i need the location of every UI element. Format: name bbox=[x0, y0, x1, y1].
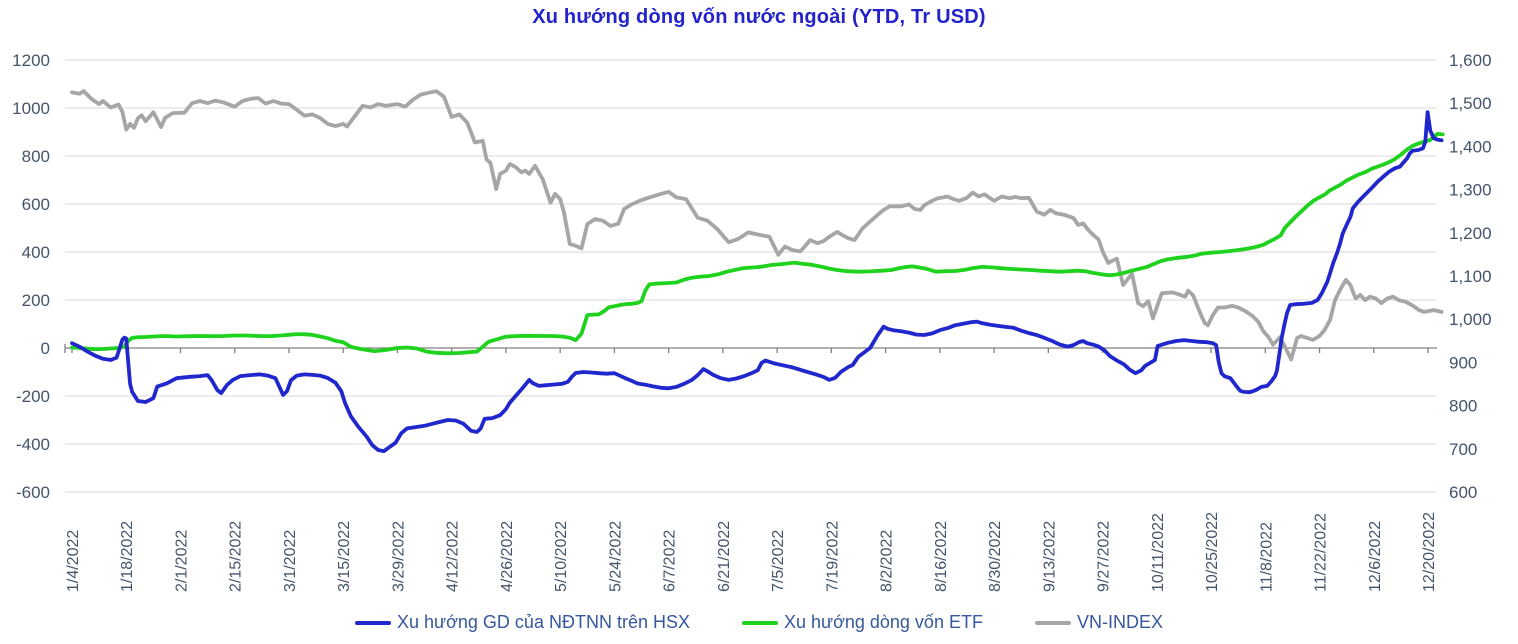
x-axis-date-label: 2/15/2022 bbox=[228, 521, 245, 592]
y-axis-label-right: 1,400 bbox=[1449, 137, 1492, 156]
y-axis-label-left: -600 bbox=[16, 483, 50, 502]
y-axis-label-left: 1200 bbox=[12, 51, 50, 70]
x-axis-date-label: 12/6/2022 bbox=[1367, 521, 1384, 592]
legend-item-0: Xu hướng GD của NĐTNN trên HSX bbox=[355, 612, 690, 633]
series-line-2 bbox=[70, 89, 1444, 362]
x-axis-date-label: 10/11/2022 bbox=[1150, 513, 1167, 592]
y-axis-label-left: -400 bbox=[16, 435, 50, 454]
x-axis-date-label: 6/21/2022 bbox=[716, 521, 733, 592]
x-axis-date-label: 11/8/2022 bbox=[1258, 522, 1275, 592]
y-axis-label-right: 1,000 bbox=[1449, 310, 1492, 329]
x-axis-date-label: 9/27/2022 bbox=[1096, 521, 1113, 592]
chart-title: Xu hướng dòng vốn nước ngoài (YTD, Tr US… bbox=[532, 6, 986, 28]
y-axis-label-right: 1,200 bbox=[1449, 224, 1492, 243]
legend-item-1: Xu hướng dòng vốn ETF bbox=[741, 612, 983, 633]
y-axis-label-right: 900 bbox=[1449, 353, 1477, 372]
y-axis-label-left: 400 bbox=[22, 243, 50, 262]
y-axis-label-left: 1000 bbox=[12, 99, 50, 118]
legend-line-swatch bbox=[741, 620, 778, 625]
legend-label: VN-INDEX bbox=[1076, 612, 1163, 632]
legend-line-swatch bbox=[355, 620, 392, 625]
x-axis-date-label: 3/29/2022 bbox=[390, 521, 407, 592]
x-axis-date-label: 5/24/2022 bbox=[607, 521, 624, 592]
x-axis-date-label: 4/26/2022 bbox=[499, 521, 516, 592]
y-axis-label-left: -200 bbox=[16, 387, 50, 406]
x-axis-date-label: 3/1/2022 bbox=[282, 530, 299, 592]
y-axis-label-right: 1,300 bbox=[1449, 181, 1492, 200]
y-axis-label-right: 1,500 bbox=[1449, 94, 1492, 113]
y-axis-label-right: 1,100 bbox=[1449, 267, 1492, 286]
series-line-1 bbox=[70, 131, 1445, 356]
x-axis-date-label: 1/18/2022 bbox=[119, 521, 136, 592]
x-axis-date-label: 12/20/2022 bbox=[1421, 512, 1438, 592]
x-axis-date-label: 4/12/2022 bbox=[445, 521, 462, 592]
x-axis-date-label: 7/19/2022 bbox=[824, 521, 841, 592]
x-axis-date-label: 1/4/2022 bbox=[65, 530, 82, 592]
legend: Xu hướng GD của NĐTNN trên HSX Xu hướng d… bbox=[0, 612, 1518, 633]
x-axis-date-label: 2/1/2022 bbox=[173, 530, 190, 592]
x-axis-date-label: 11/22/2022 bbox=[1313, 513, 1330, 592]
x-axis-date-label: 10/25/2022 bbox=[1204, 512, 1221, 592]
x-axis-date-label: 6/7/2022 bbox=[662, 530, 679, 592]
legend-label: Xu hướng dòng vốn ETF bbox=[783, 612, 983, 632]
y-axis-label-left: 0 bbox=[41, 339, 50, 358]
legend-label: Xu hướng GD của NĐTNN trên HSX bbox=[397, 612, 690, 632]
x-axis-date-label: 3/15/2022 bbox=[336, 521, 353, 592]
y-axis-label-right: 1,600 bbox=[1449, 51, 1492, 70]
legend-item-2: VN-INDEX bbox=[1034, 612, 1163, 633]
series-line-0 bbox=[70, 110, 1444, 454]
x-axis-date-label: 5/10/2022 bbox=[553, 521, 570, 592]
y-axis-label-left: 200 bbox=[22, 291, 50, 310]
x-axis-date-label: 8/16/2022 bbox=[933, 521, 950, 592]
x-axis-date-label: 9/13/2022 bbox=[1041, 521, 1058, 592]
y-axis-label-right: 700 bbox=[1449, 440, 1477, 459]
y-axis-label-right: 600 bbox=[1449, 483, 1477, 502]
y-axis-label-left: 800 bbox=[22, 147, 50, 166]
legend-line-swatch bbox=[1034, 620, 1071, 625]
x-axis-date-label: 8/2/2022 bbox=[879, 530, 896, 592]
x-axis-date-label: 7/5/2022 bbox=[770, 530, 787, 592]
x-axis-date-label: 8/30/2022 bbox=[987, 521, 1004, 592]
y-axis-label-left: 600 bbox=[22, 195, 50, 214]
y-axis-label-right: 800 bbox=[1449, 397, 1477, 416]
